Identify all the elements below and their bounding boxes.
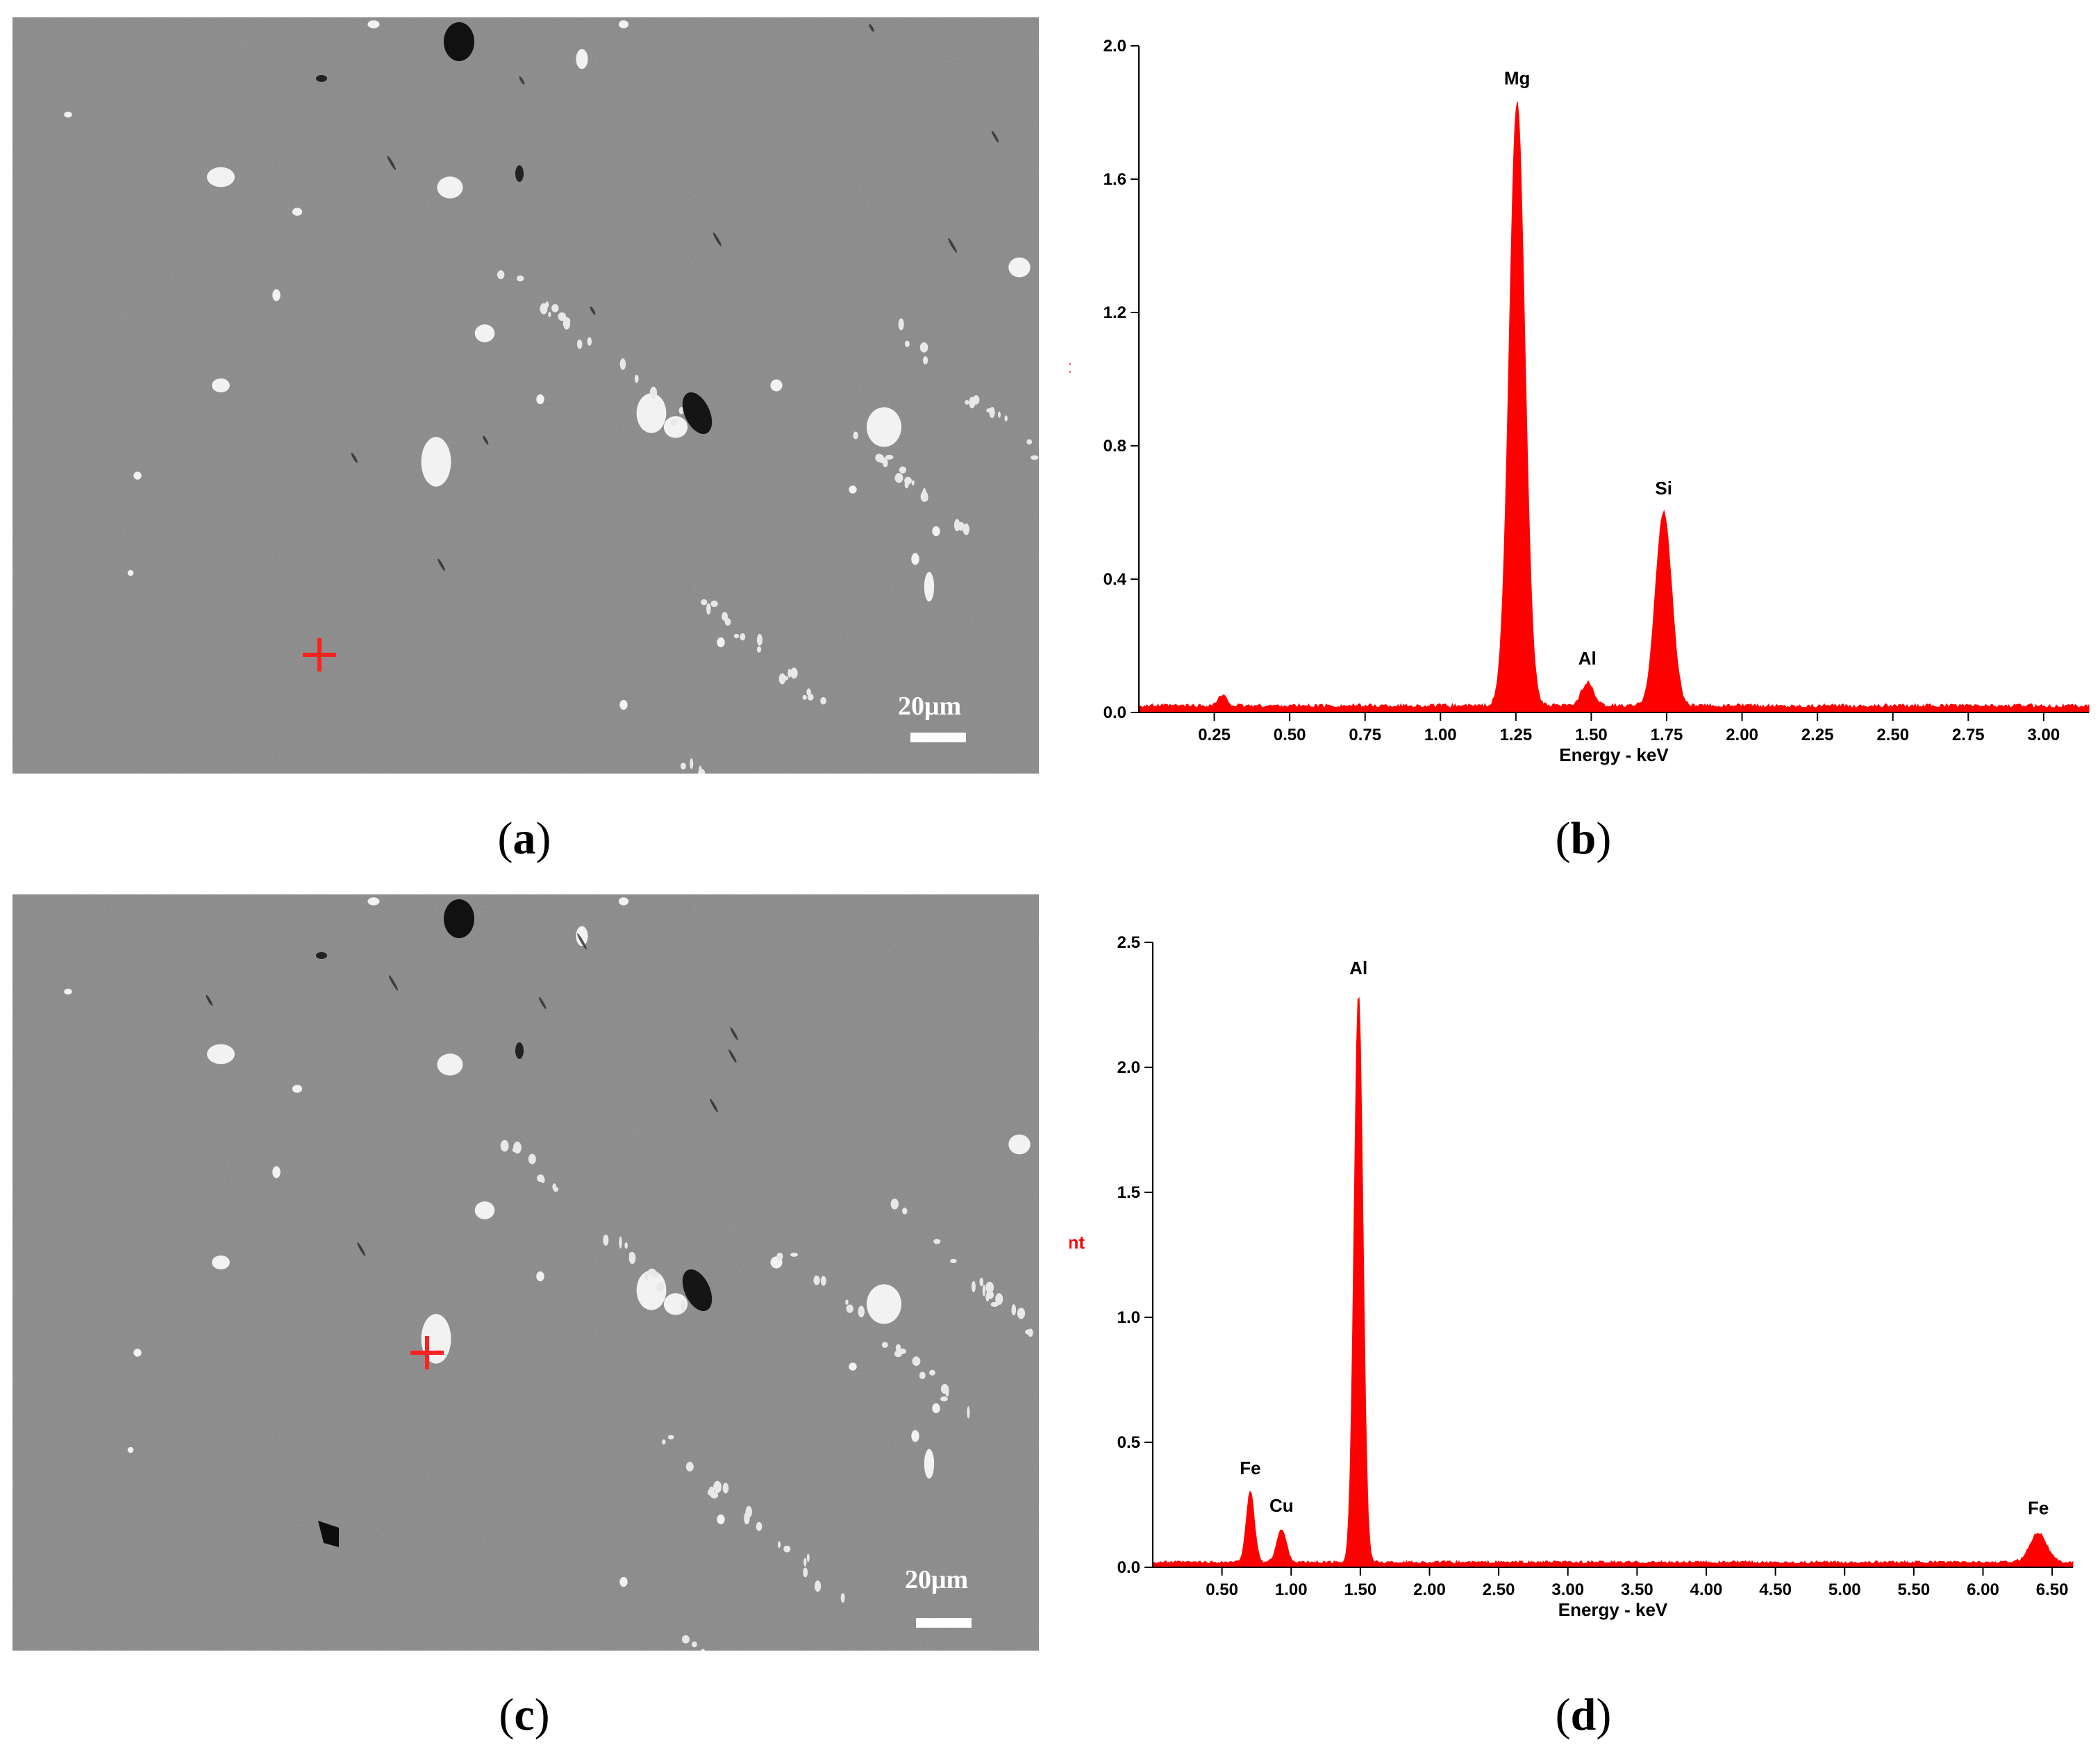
y-tick-label: 1.0 bbox=[1117, 1308, 1140, 1327]
x-tick-label: 1.50 bbox=[1344, 1580, 1377, 1599]
x-tick-label: 3.00 bbox=[2027, 726, 2060, 744]
panel-label-a: (a) bbox=[497, 813, 551, 864]
x-tick-label: 3.00 bbox=[1551, 1580, 1584, 1599]
eds-spectrum-b: 0.0 0.4 0.8 1.2 1.6 2.0 0.25 0.50 0.75 1.00 1.25 1.… bbox=[1069, 37, 2090, 765]
sem-texture-c bbox=[12, 894, 1039, 1651]
scale-bar-label-a: 20μm bbox=[898, 692, 962, 721]
x-tick-label: 1.25 bbox=[1499, 726, 1532, 744]
x-tick-label: 2.50 bbox=[1483, 1580, 1515, 1599]
peak-label-fe: Fe bbox=[1240, 1458, 1260, 1478]
x-tick-label: 6.00 bbox=[1967, 1580, 1999, 1599]
x-tick-label: 3.50 bbox=[1621, 1580, 1653, 1599]
x-tick-label: 0.75 bbox=[1349, 726, 1381, 744]
sem-image-a: 20μm bbox=[12, 17, 1039, 774]
x-tick-label: 1.00 bbox=[1424, 726, 1457, 744]
x-tick-label: 0.25 bbox=[1198, 726, 1231, 744]
y-tick-label: 2.0 bbox=[1103, 37, 1126, 56]
x-axis-label: Energy - keV bbox=[1558, 1599, 1668, 1620]
y-axis-label: KCnt bbox=[1069, 1232, 1085, 1253]
y-tick-label: 1.6 bbox=[1103, 170, 1126, 189]
x-tick-label: 6.50 bbox=[2036, 1580, 2069, 1599]
peak-label-mg: Mg bbox=[1504, 68, 1531, 89]
x-tick-label: 5.00 bbox=[1828, 1580, 1861, 1599]
analysis-point-marker bbox=[410, 1336, 444, 1369]
x-tick-label: 4.50 bbox=[1759, 1580, 1792, 1599]
spectrum-series bbox=[1152, 996, 2074, 1568]
y-axis-label: KCnt bbox=[1069, 356, 1071, 376]
x-tick-label: 2.75 bbox=[1952, 726, 1985, 744]
x-tick-label: 0.50 bbox=[1206, 1580, 1238, 1599]
x-tick-label: 2.00 bbox=[1726, 726, 1758, 744]
y-tick-label: 0.0 bbox=[1103, 703, 1126, 722]
y-tick-label: 1.2 bbox=[1103, 303, 1126, 322]
scale-bar-c bbox=[916, 1618, 972, 1628]
scale-bar-a bbox=[910, 733, 966, 742]
peak-label-fe: Fe bbox=[2028, 1498, 2049, 1519]
x-tick-label: 2.25 bbox=[1801, 726, 1834, 744]
y-tick-label: 0.5 bbox=[1117, 1433, 1140, 1452]
x-tick-label: 1.00 bbox=[1275, 1580, 1308, 1599]
y-tick-label: 0.0 bbox=[1117, 1558, 1140, 1577]
eds-spectrum-d: 0.0 0.5 1.0 1.5 2.0 2.5 0.50 1.00 1.50 2.00 2.50 3.… bbox=[1069, 933, 2074, 1620]
scale-bar-label-c: 20μm bbox=[905, 1565, 969, 1594]
y-tick-label: 0.8 bbox=[1103, 437, 1126, 456]
y-tick-label: 0.4 bbox=[1103, 570, 1127, 589]
panel-label-b: (b) bbox=[1555, 813, 1612, 864]
y-tick-label: 2.5 bbox=[1117, 933, 1140, 952]
x-tick-label: 1.75 bbox=[1651, 726, 1683, 744]
x-tick-label: 1.50 bbox=[1575, 726, 1608, 744]
x-tick-label: 4.00 bbox=[1690, 1580, 1723, 1599]
peak-label-al: Al bbox=[1578, 648, 1597, 669]
spectrum-series bbox=[1138, 101, 2090, 713]
sem-texture-a bbox=[12, 17, 1039, 774]
sem-image-c: 20μm bbox=[12, 894, 1039, 1651]
x-tick-label: 2.00 bbox=[1413, 1580, 1446, 1599]
peak-label-al: Al bbox=[1349, 958, 1367, 978]
x-tick-label: 2.50 bbox=[1876, 726, 1909, 744]
panel-label-d: (d) bbox=[1555, 1690, 1612, 1740]
panel-label-c: (c) bbox=[499, 1690, 550, 1740]
analysis-point-marker bbox=[303, 638, 336, 671]
peak-label-cu: Cu bbox=[1269, 1495, 1294, 1516]
x-axis-label: Energy - keV bbox=[1559, 744, 1669, 765]
x-tick-label: 0.50 bbox=[1274, 726, 1306, 744]
x-tick-label: 5.50 bbox=[1898, 1580, 1931, 1599]
y-tick-label: 1.5 bbox=[1117, 1183, 1140, 1202]
peak-label-si: Si bbox=[1655, 478, 1672, 499]
y-tick-label: 2.0 bbox=[1117, 1058, 1140, 1077]
